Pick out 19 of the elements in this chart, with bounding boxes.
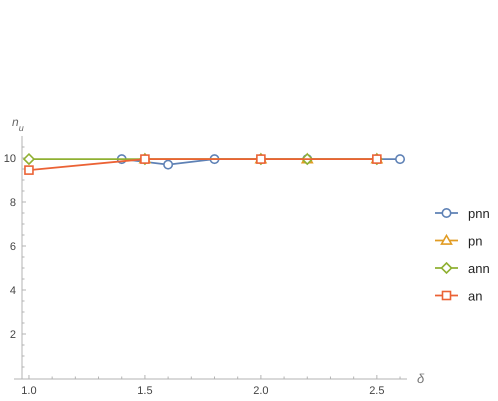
y-tick-label: 10 bbox=[4, 153, 16, 165]
legend-label: pn bbox=[468, 234, 482, 248]
x-tick-label: 2.5 bbox=[369, 385, 384, 397]
x-tick-label: 1.5 bbox=[137, 385, 153, 397]
point bbox=[24, 165, 34, 175]
y-axis-title: n$_{u}$ bbox=[12, 115, 24, 133]
legend-label: an bbox=[468, 288, 482, 304]
x-axis-title: δ bbox=[417, 371, 425, 386]
point bbox=[395, 154, 406, 164]
y-tick-label: 6 bbox=[10, 241, 16, 253]
y-tick-label: 2 bbox=[10, 329, 16, 341]
point bbox=[163, 160, 174, 170]
legend-label: pnn bbox=[468, 206, 490, 221]
x-tick-label: 2.0 bbox=[253, 385, 269, 397]
legend-label: ann bbox=[468, 261, 490, 276]
point bbox=[23, 153, 35, 165]
y-tick-label: 4 bbox=[10, 285, 16, 297]
x-tick-label: 1.0 bbox=[21, 385, 37, 397]
y-tick-label: 8 bbox=[10, 197, 16, 209]
